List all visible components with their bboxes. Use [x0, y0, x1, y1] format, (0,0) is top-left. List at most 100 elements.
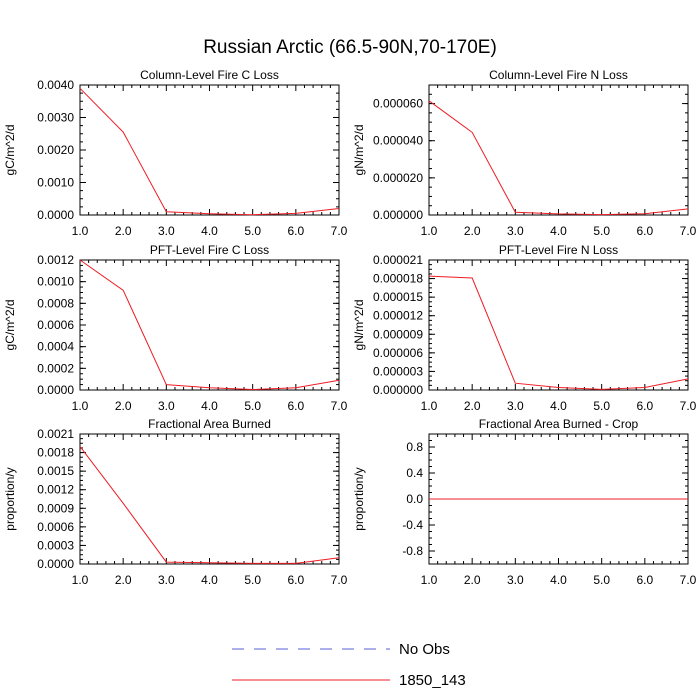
legend-label-2: 1850_143 [399, 672, 466, 689]
y-tick-label: 0.0012 [37, 483, 74, 497]
legend: No Obs 1850_143 [232, 641, 466, 689]
y-axis-label: proportion/y [3, 467, 17, 530]
y-tick-label: 0.0000 [37, 383, 74, 397]
y-tick-label: -0.4 [402, 518, 423, 532]
y-tick-label: 0.0010 [37, 176, 74, 190]
x-tick-label: 4.0 [550, 399, 567, 413]
series-line-1850-143 [428, 275, 689, 390]
y-tick-label: 0.000020 [373, 171, 423, 185]
figure-title: Russian Arctic (66.5-90N,70-170E) [203, 37, 497, 58]
y-tick-label: 0.0002 [37, 361, 74, 375]
y-tick-label: 0.000000 [373, 208, 423, 222]
y-axis-label: proportion/y [352, 467, 366, 530]
legend-label-1: No Obs [399, 641, 450, 658]
x-tick-label: 6.0 [636, 224, 653, 238]
plot-frame [79, 259, 340, 391]
x-tick-label: 5.0 [244, 399, 261, 413]
x-tick-label: 4.0 [550, 224, 567, 238]
x-tick-label: 1.0 [72, 224, 89, 238]
y-tick-label: 0.0008 [37, 296, 74, 310]
x-tick-label: 3.0 [507, 224, 524, 238]
y-tick-label: 0.000018 [373, 272, 423, 286]
series-line-1850-143 [428, 100, 689, 216]
panel-title: Column-Level Fire N Loss [489, 68, 628, 82]
y-tick-label: 0.000060 [373, 97, 423, 111]
x-tick-label: 5.0 [244, 224, 261, 238]
x-tick-label: 1.0 [72, 399, 89, 413]
x-tick-label: 5.0 [593, 573, 610, 587]
panel-1: Column-Level Fire C Loss 1.0 2.0 3.0 4.0 5.0 6… [3, 68, 348, 238]
y-tick-label: -0.8 [402, 544, 423, 558]
x-tick-label: 7.0 [680, 224, 697, 238]
y-axis-label: gC/m^2/d [3, 300, 17, 351]
y-tick-label: 0.0012 [37, 253, 74, 267]
y-tick-label: 0.0015 [37, 464, 74, 478]
y-tick-label: 0.0040 [37, 78, 74, 92]
y-tick-label: 0.0 [406, 492, 423, 506]
y-tick-label: 0.000000 [373, 383, 423, 397]
x-tick-label: 1.0 [421, 573, 438, 587]
y-tick-label: 0.000006 [373, 346, 423, 360]
x-tick-label: 6.0 [287, 399, 304, 413]
x-tick-label: 4.0 [201, 573, 218, 587]
series-line-1850-143 [79, 87, 340, 216]
x-tick-label: 7.0 [680, 399, 697, 413]
x-tick-label: 7.0 [331, 399, 348, 413]
x-tick-label: 3.0 [158, 224, 175, 238]
panel-3: PFT-Level Fire C Loss 1.0 2.0 3.0 4.0 5.0 6.0 7… [3, 243, 348, 413]
x-tick-label: 2.0 [464, 573, 481, 587]
x-tick-label: 4.0 [201, 399, 218, 413]
panel-title: PFT-Level Fire N Loss [499, 243, 618, 257]
y-tick-label: 0.000012 [373, 309, 423, 323]
panel-title: Column-Level Fire C Loss [140, 68, 279, 82]
y-tick-label: 0.0030 [37, 111, 74, 125]
panel-title: Fractional Area Burned - Crop [479, 417, 639, 431]
y-axis-label: gN/m^2/d [352, 300, 366, 351]
y-tick-label: 0.0006 [37, 520, 74, 534]
x-tick-label: 6.0 [636, 573, 653, 587]
x-tick-label: 5.0 [593, 399, 610, 413]
y-tick-label: 0.0010 [37, 275, 74, 289]
x-tick-label: 5.0 [244, 573, 261, 587]
x-tick-label: 3.0 [158, 399, 175, 413]
y-axis-label: gC/m^2/d [3, 125, 17, 176]
plot-frame [428, 259, 689, 391]
y-tick-label: 0.8 [406, 440, 423, 454]
y-tick-label: 0.000003 [373, 364, 423, 378]
x-tick-label: 2.0 [115, 399, 132, 413]
x-tick-label: 6.0 [287, 573, 304, 587]
x-tick-label: 1.0 [72, 573, 89, 587]
x-tick-label: 7.0 [331, 224, 348, 238]
panel-6: Fractional Area Burned - Crop 1.0 2.0 3.0 4.… [352, 417, 697, 587]
x-tick-label: 3.0 [507, 399, 524, 413]
y-tick-label: 0.0000 [37, 208, 74, 222]
x-tick-label: 6.0 [287, 224, 304, 238]
panels-group: Column-Level Fire C Loss 1.0 2.0 3.0 4.0 5.0 6… [3, 68, 697, 587]
x-tick-label: 2.0 [464, 399, 481, 413]
y-tick-label: 0.0021 [37, 427, 74, 441]
x-tick-label: 6.0 [636, 399, 653, 413]
y-tick-label: 0.0003 [37, 538, 74, 552]
y-tick-label: 0.4 [406, 466, 423, 480]
x-tick-label: 1.0 [421, 399, 438, 413]
x-tick-label: 4.0 [201, 224, 218, 238]
panel-4: PFT-Level Fire N Loss 1.0 2.0 3.0 4.0 5.0 6.0 7… [352, 243, 697, 413]
x-tick-label: 1.0 [421, 224, 438, 238]
x-tick-label: 2.0 [464, 224, 481, 238]
y-tick-label: 0.0000 [37, 557, 74, 571]
plot-frame [79, 84, 340, 216]
y-tick-label: 0.0009 [37, 501, 74, 515]
series-line-1850-143 [79, 446, 340, 564]
panel-title: Fractional Area Burned [148, 417, 271, 431]
x-tick-label: 7.0 [680, 573, 697, 587]
x-tick-label: 4.0 [550, 573, 567, 587]
y-tick-label: 0.0004 [37, 340, 74, 354]
x-tick-label: 2.0 [115, 573, 132, 587]
panel-5: Fractional Area Burned 1.0 2.0 3.0 4.0 5.0 6.0… [3, 417, 348, 587]
plot-frame [79, 433, 340, 565]
panel-title: PFT-Level Fire C Loss [150, 243, 269, 257]
x-tick-label: 7.0 [331, 573, 348, 587]
y-tick-label: 0.000015 [373, 290, 423, 304]
plot-frame [428, 84, 689, 216]
panel-2: Column-Level Fire N Loss 1.0 2.0 3.0 4.0 5.0 6… [352, 68, 697, 238]
